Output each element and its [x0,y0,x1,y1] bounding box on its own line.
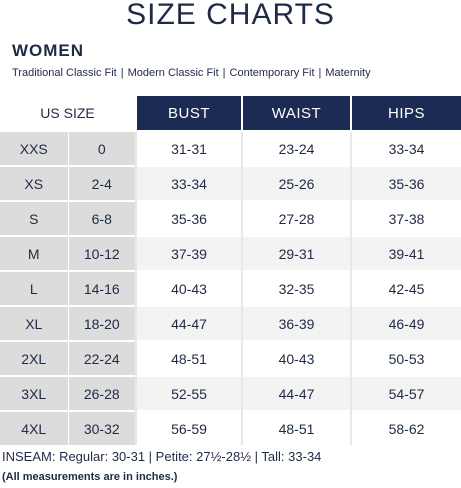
cell-hips: 54-57 [350,375,461,411]
table-row: XS 2-4 33-34 25-26 35-36 [0,165,461,201]
cell-size-label: XL [0,305,69,341]
table-row: 2XL 22-24 48-51 40-43 50-53 [0,340,461,376]
cell-waist: 48-51 [241,410,351,445]
cell-hips: 39-41 [350,235,461,271]
cell-size-number: 26-28 [68,375,136,411]
cell-size-number: 30-32 [68,410,136,445]
cell-hips: 42-45 [350,270,461,306]
cell-bust: 44-47 [135,305,242,341]
section-title-women: WOMEN [12,41,85,60]
cell-hips: 37-38 [350,200,461,236]
cell-size-number: 6-8 [68,200,136,236]
cell-waist: 23-24 [241,130,351,166]
table-header-row: US SIZE BUST WAIST HIPS [0,96,461,131]
fit-separator: | [318,67,322,79]
measurement-note: (All measurements are in inches.) [2,471,178,483]
cell-hips: 33-34 [350,130,461,166]
cell-hips: 35-36 [350,165,461,201]
table-row: L 14-16 40-43 32-35 42-45 [0,270,461,306]
header-us-size: US SIZE [0,96,136,131]
cell-size-label: L [0,270,69,306]
fit-list: Traditional Classic Fit | Modern Classic F… [12,67,371,79]
fit-separator: | [120,67,124,79]
cell-waist: 27-28 [241,200,351,236]
cell-size-number: 22-24 [68,340,136,376]
fit-contemporary: Contemporary Fit [229,67,315,79]
header-waist: WAIST [241,96,351,131]
fit-modern-classic: Modern Classic Fit [127,67,219,79]
cell-bust: 56-59 [135,410,242,445]
cell-size-number: 18-20 [68,305,136,341]
cell-bust: 33-34 [135,165,242,201]
table-row: 3XL 26-28 52-55 44-47 54-57 [0,375,461,411]
cell-size-label: S [0,200,69,236]
cell-bust: 40-43 [135,270,242,306]
table-row: XL 18-20 44-47 36-39 46-49 [0,305,461,341]
cell-hips: 58-62 [350,410,461,445]
cell-size-number: 0 [68,130,136,166]
cell-bust: 35-36 [135,200,242,236]
cell-waist: 44-47 [241,375,351,411]
cell-bust: 31-31 [135,130,242,166]
cell-hips: 46-49 [350,305,461,341]
cell-size-label: M [0,235,69,271]
cell-hips: 50-53 [350,340,461,376]
fit-traditional-classic: Traditional Classic Fit [12,67,117,79]
cell-waist: 36-39 [241,305,351,341]
table-row: XXS 0 31-31 23-24 33-34 [0,130,461,166]
inseam-info: INSEAM: Regular: 30-31 | Petite: 27½-28½… [2,449,322,464]
header-bust: BUST [135,96,242,131]
cell-waist: 40-43 [241,340,351,376]
cell-size-number: 2-4 [68,165,136,201]
cell-size-label: XXS [0,130,69,166]
size-chart-table: US SIZE BUST WAIST HIPS XXS 0 31-31 23-2… [0,96,461,445]
table-row: M 10-12 37-39 29-31 39-41 [0,235,461,271]
cell-size-number: 14-16 [68,270,136,306]
cell-waist: 32-35 [241,270,351,306]
header-hips: HIPS [350,96,461,131]
fit-separator: | [222,67,226,79]
cell-bust: 48-51 [135,340,242,376]
table-row: S 6-8 35-36 27-28 37-38 [0,200,461,236]
cell-bust: 52-55 [135,375,242,411]
cell-size-label: XS [0,165,69,201]
fit-maternity: Maternity [325,67,371,79]
cell-waist: 29-31 [241,235,351,271]
cell-size-label: 4XL [0,410,69,445]
page-title: SIZE CHARTS [126,0,335,31]
cell-size-label: 3XL [0,375,69,411]
cell-size-label: 2XL [0,340,69,376]
cell-size-number: 10-12 [68,235,136,271]
cell-bust: 37-39 [135,235,242,271]
table-row: 4XL 30-32 56-59 48-51 58-62 [0,410,461,445]
cell-waist: 25-26 [241,165,351,201]
